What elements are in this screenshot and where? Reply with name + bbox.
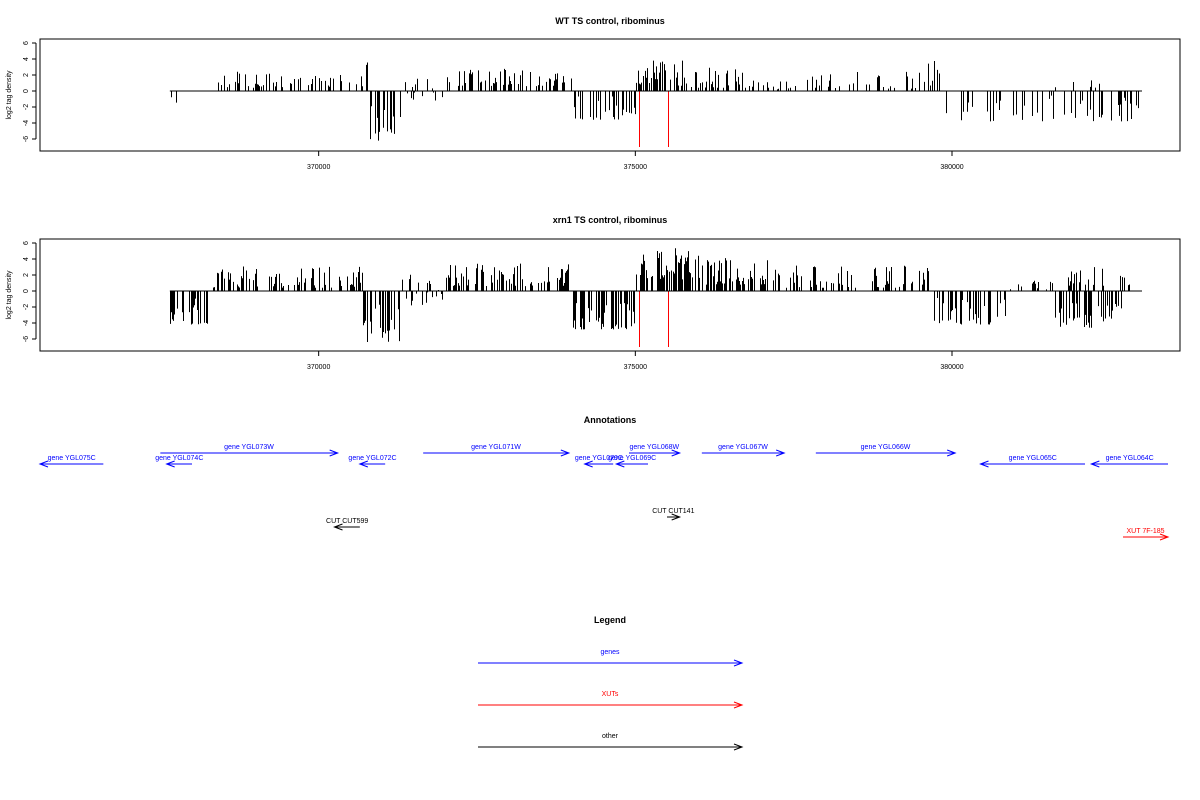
feature-arrowhead [358,460,369,468]
annotation-tracks: gene YGL075C gene YGL074C gene YGL073W gene… [38,444,1170,541]
feature-label: gene YGL064C [1106,455,1154,462]
xrn1-density-bars [170,248,1130,342]
xrn1-panel: xrn1 TS control, ribominus log2 tag dens… [6,215,1181,371]
wt-panel-title: WT TS control, ribominus [555,16,665,26]
xrn1-y-tick-label: 0 [23,289,30,293]
xrn1-y-tick-label: -4 [23,320,30,326]
xrn1-x-tick-label: 370000 [307,364,330,371]
feature-arrowhead [614,460,625,468]
feature-label: CUT CUT141 [652,508,694,515]
wt-y-tick-label: 6 [23,41,30,45]
wt-x-ticks: 370000 375000 380000 [307,151,964,171]
wt-y-tick-label: 0 [23,89,30,93]
feature-label: gene YGL069C [608,455,656,462]
feature-label: XUT 7F-185 [1127,528,1165,535]
wt-y-tick-label: 2 [23,73,30,77]
wt-panel: WT TS control, ribominus log2 tag densit… [6,16,1181,171]
xrn1-y-tick-label: -2 [23,304,30,310]
annotations-title: Annotations [584,415,637,425]
feature-label: gene YGL074C [155,455,203,462]
feature-arrowhead [1159,533,1170,541]
feature-arrowhead [583,460,593,468]
feature-label: gene YGL072C [348,455,396,462]
feature-label: gene YGL070C [575,455,623,462]
feature-arrowhead [671,449,682,457]
xrn1-plot-frame [39,238,1181,352]
wt-x-tick-label: 370000 [307,164,330,171]
legend-arrowhead [733,659,744,667]
feature-arrowhead [946,449,957,457]
wt-y-tick-label: 4 [23,57,30,61]
feature-arrowhead [333,523,343,531]
wt-y-axis-label: log2 tag density [6,70,13,120]
feature-arrowhead [775,449,786,457]
feature-arrowhead [560,449,571,457]
wt-y-tick-label: -4 [23,120,30,126]
feature-arrowhead [979,460,989,468]
wt-y-tick-label: -2 [23,104,30,110]
feature-arrowhead [38,460,49,468]
legend: genes XUTs other [478,649,744,751]
feature-arrowhead [165,460,175,468]
wt-x-tick-label: 380000 [940,164,963,171]
xrn1-y-ticks: -6 -4 -2 0 2 4 6 [23,241,37,342]
feature-arrowhead [671,513,682,521]
wt-plot-frame [39,38,1181,152]
xrn1-panel-title: xrn1 TS control, ribominus [553,215,668,225]
wt-y-tick-label: -6 [23,136,30,142]
legend-label: genes [600,649,620,656]
legend-title: Legend [594,615,626,625]
xrn1-y-tick-label: 4 [23,257,30,261]
xrn1-y-axis-label: log2 tag density [6,270,13,320]
feature-arrowhead [329,449,340,457]
wt-density-bars [171,60,1139,141]
feature-label: gene YGL067W [718,444,768,451]
feature-label: gene YGL068W [629,444,679,451]
wt-x-tick-label: 375000 [624,164,647,171]
feature-arrowhead [1089,460,1100,468]
xrn1-y-tick-label: 6 [23,241,30,245]
feature-label: gene YGL073W [224,444,274,451]
xrn1-x-tick-label: 380000 [940,364,963,371]
legend-arrowhead [733,701,744,709]
legend-label: other [602,733,619,740]
feature-label: gene YGL075C [48,455,96,462]
feature-label: CUT CUT599 [326,518,368,525]
xrn1-y-tick-label: -6 [23,336,30,342]
feature-label: gene YGL066W [861,444,911,451]
xrn1-highlight-lines [639,291,669,347]
feature-label: gene YGL065C [1009,455,1057,462]
feature-label: gene YGL071W [471,444,521,451]
legend-label: XUTs [602,691,619,698]
xrn1-y-tick-label: 2 [23,273,30,277]
legend-arrowhead [733,743,744,751]
xrn1-x-tick-label: 375000 [624,364,647,371]
wt-y-ticks: -6 -4 -2 0 2 4 6 [23,41,37,142]
wt-highlight-lines [639,91,669,147]
xrn1-x-ticks: 370000 375000 380000 [307,351,964,371]
